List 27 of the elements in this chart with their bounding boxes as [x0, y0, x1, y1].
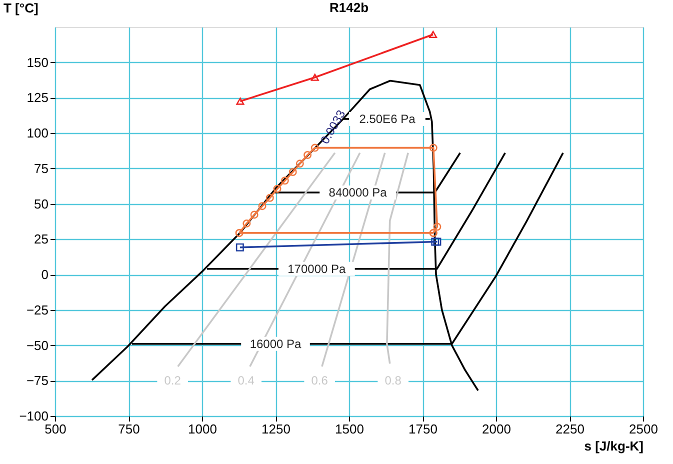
x-tick-label: 750	[118, 422, 140, 436]
x-tick-label: 1750	[408, 422, 438, 436]
annotation: 2.50E6 Pa	[359, 112, 416, 126]
y-tick-label: 125	[26, 90, 48, 106]
y-tick-label: 25	[34, 232, 48, 247]
y-tick-label: 0	[41, 267, 48, 282]
y-tick-label: 50	[34, 196, 48, 212]
x-tick-label: 1500	[335, 422, 364, 436]
x-tick-label: 2250	[556, 422, 584, 436]
x-tick-label: 1000	[188, 422, 217, 436]
x-tick-label: 2000	[482, 422, 511, 436]
x-tick-label: 2500	[629, 422, 658, 436]
y-axis-title: T [°C]	[4, 0, 38, 16]
x-axis-title: s [J/kg-K]	[584, 438, 644, 454]
y-tick-label: −75	[26, 373, 48, 388]
y-tick-label: −25	[26, 302, 48, 318]
y-tick-label: 100	[26, 126, 48, 141]
x-tick-label: 1250	[262, 422, 290, 436]
annotation: 170000 Pa	[288, 262, 346, 276]
y-tick-label: −100	[19, 408, 48, 424]
annotation: 840000 Pa	[328, 186, 388, 200]
y-tick-label: 75	[34, 160, 48, 176]
y-tick-label: 150	[26, 54, 48, 70]
annotation: 16000 Pa	[250, 336, 302, 351]
x-tick-label: 500	[44, 422, 66, 436]
chart-title: R142b	[329, 0, 369, 15]
y-tick-label: −50	[26, 338, 48, 353]
